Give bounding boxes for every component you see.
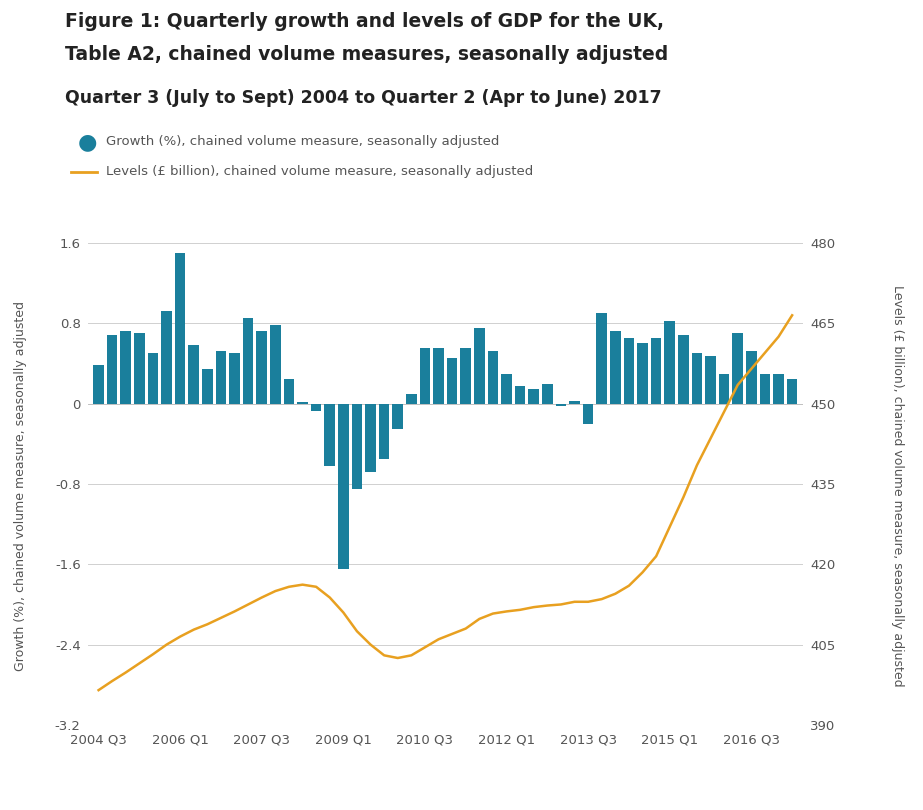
Bar [148,353,158,403]
Bar [515,386,525,403]
Bar [624,339,634,403]
Bar [325,403,335,466]
Bar [610,331,620,403]
Bar [134,334,145,403]
Bar [678,335,689,403]
Bar [691,353,702,403]
Bar [733,334,743,403]
Text: Levels (£ billion), chained volume measure, seasonally adjusted: Levels (£ billion), chained volume measu… [891,285,904,687]
Bar [705,356,716,403]
Bar [352,403,362,489]
Bar [229,353,240,403]
Text: ●: ● [78,132,97,151]
Bar [665,322,675,403]
Bar [461,348,471,403]
Bar [569,401,580,403]
Bar [257,331,267,403]
Bar [474,328,485,403]
Text: Growth (%), chained volume measure, seasonally adjusted: Growth (%), chained volume measure, seas… [14,301,27,671]
Bar [529,389,539,403]
Bar [162,311,172,403]
Bar [338,403,349,569]
Bar [378,403,390,459]
Text: Figure 1: Quarterly growth and levels of GDP for the UK,: Figure 1: Quarterly growth and levels of… [65,12,664,31]
Bar [216,352,226,403]
Bar [297,402,308,403]
Bar [93,365,104,403]
Bar [420,348,430,403]
Text: Table A2, chained volume measures, seasonally adjusted: Table A2, chained volume measures, seaso… [65,45,668,63]
Bar [174,253,186,403]
Bar [786,378,797,403]
Bar [556,403,566,406]
Bar [542,384,553,403]
Bar [651,339,662,403]
Bar [582,403,593,424]
Bar [366,403,376,472]
Bar [746,352,757,403]
Text: Growth (%), chained volume measure, seasonally adjusted: Growth (%), chained volume measure, seas… [106,135,499,148]
Bar [487,352,498,403]
Bar [637,343,648,403]
Text: Quarter 3 (July to Sept) 2004 to Quarter 2 (Apr to June) 2017: Quarter 3 (July to Sept) 2004 to Quarter… [65,89,661,107]
Bar [243,318,254,403]
Bar [773,373,784,403]
Bar [760,373,770,403]
Text: Levels (£ billion), chained volume measure, seasonally adjusted: Levels (£ billion), chained volume measu… [106,165,533,178]
Bar [121,331,131,403]
Bar [447,359,458,403]
Bar [719,373,729,403]
Bar [406,394,416,403]
Bar [501,373,512,403]
Bar [107,335,117,403]
Bar [270,326,281,403]
Bar [188,345,199,403]
Bar [311,403,321,411]
Bar [596,313,607,403]
Bar [392,403,403,428]
Bar [202,369,212,403]
Bar [283,378,294,403]
Bar [433,348,444,403]
